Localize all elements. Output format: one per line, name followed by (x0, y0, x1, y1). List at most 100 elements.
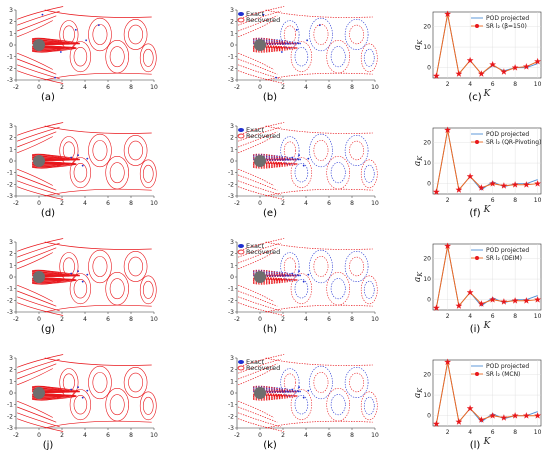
wake-vortex-contour (69, 41, 92, 73)
recovered-legend-label: Recovered (246, 364, 280, 372)
upstream-contour-upper (17, 20, 53, 38)
wake-vortex-contour (73, 278, 88, 299)
wake-vortex-contour (360, 43, 378, 73)
x-tick-label: -2 (13, 432, 19, 439)
y-tick-label: 0 (427, 297, 431, 304)
wake-vortex-contour (330, 162, 346, 184)
upstream-contour-upper (238, 363, 278, 380)
cylinder-body (254, 155, 266, 167)
x-tick-label: 6 (106, 432, 110, 439)
caption-d: (d) (40, 208, 56, 219)
caption-b: (b) (262, 92, 278, 103)
upstream-contour-upper (238, 10, 281, 26)
wake-vortex-contour (62, 25, 75, 44)
wake-vortex-contour (69, 273, 92, 305)
y-tick-label: 3 (230, 239, 234, 246)
wake-vortex-contour (123, 367, 148, 398)
wake-vortex-contour (92, 140, 108, 161)
x-tick-label: 0 (37, 432, 41, 439)
y-tick-label: -2 (7, 413, 13, 420)
sensor-point (86, 157, 89, 160)
upstream-contour-lower (238, 52, 274, 70)
farfield-contour-bottom (265, 420, 373, 429)
sr-l2-marker (522, 63, 530, 70)
wake-vortex-contour (62, 141, 75, 160)
sensor-point (74, 28, 77, 31)
wake-vortex-contour (290, 157, 313, 189)
x-tick-label: 4 (304, 432, 308, 439)
sr-l2-marker (432, 188, 440, 195)
y-tick-label: -1 (228, 402, 234, 409)
y-tick-label: 20 (423, 139, 431, 146)
x-tick-label: 6 (106, 316, 110, 323)
wake-vortex-contour (280, 368, 300, 397)
upstream-contour-lower (17, 418, 64, 432)
sensor-point (70, 156, 73, 159)
sensor-point (81, 280, 84, 283)
y-tick-label: -3 (7, 425, 13, 432)
wake-vortex-contour (309, 133, 333, 168)
sr-l2-marker (455, 70, 463, 77)
y-tick-label: 0 (230, 390, 234, 397)
sensor-point (291, 388, 294, 391)
sensor-point (280, 51, 283, 53)
wake-vortex-contour (283, 141, 296, 160)
sensor-point (262, 13, 265, 16)
wake-vortex-contour (326, 156, 351, 190)
x-tick-label: 8 (129, 432, 133, 439)
upstream-contour-lower (17, 174, 57, 191)
upstream-contour-lower (17, 284, 53, 302)
wake-vortex-contour (62, 257, 75, 276)
wake-vortex-contour (142, 48, 154, 67)
wake-vortex-contour (280, 252, 300, 281)
y-tick-label: 20 (423, 255, 431, 262)
sensor-point (41, 13, 44, 16)
sr-l2-marker (511, 412, 519, 419)
upstream-contour-upper (238, 247, 278, 264)
recovered-legend-swatch (237, 17, 245, 23)
y-tick-label: -3 (7, 193, 13, 200)
x-tick-label: -2 (234, 316, 240, 323)
wake-vortex-contour (330, 46, 346, 68)
coefficient-plot-frame (432, 127, 542, 195)
y-tick-label: 1 (230, 262, 234, 269)
wake-vortex-contour (62, 373, 75, 392)
y-tick-label: 3 (230, 355, 234, 362)
wake-vortex-contour (283, 25, 296, 44)
y-tick-label: 0 (427, 181, 431, 188)
upstream-contour-lower (238, 406, 278, 423)
x-tick-label: -2 (13, 200, 19, 207)
upstream-contour-upper (17, 368, 53, 386)
sr-l2-marker (500, 182, 508, 189)
sensor-point (291, 156, 294, 159)
exact-legend-swatch (238, 244, 244, 248)
sensor-point (275, 76, 277, 79)
y-tick-label: 3 (230, 7, 234, 14)
y-tick-label: 0 (230, 274, 234, 281)
wake-vortex-contour (290, 41, 313, 73)
farfield-contour-bottom (265, 304, 373, 313)
x-tick-label: 10 (534, 197, 542, 204)
x-tick-label: 0 (37, 200, 41, 207)
sr-l2-marker (489, 60, 497, 68)
x-tick-label: 0 (37, 316, 41, 323)
caption-k: (k) (263, 440, 277, 451)
x-tick-label: 8 (350, 84, 354, 91)
x-tick-label: 2 (446, 197, 450, 204)
wake-vortex-contour (105, 156, 129, 190)
wake-vortex-contour (69, 157, 92, 189)
x-tick-label: 6 (327, 200, 331, 207)
farfield-contour-bottom (44, 420, 152, 429)
upstream-contour-lower (17, 186, 64, 200)
upstream-contour-lower (238, 174, 278, 191)
caption-f: (f) (469, 208, 481, 219)
x-tick-label: -2 (234, 84, 240, 91)
sr-l2-marker (477, 70, 485, 77)
upstream-contour-lower (238, 180, 281, 196)
cylinder-body (33, 155, 45, 167)
x-tick-label: 0 (258, 200, 262, 207)
